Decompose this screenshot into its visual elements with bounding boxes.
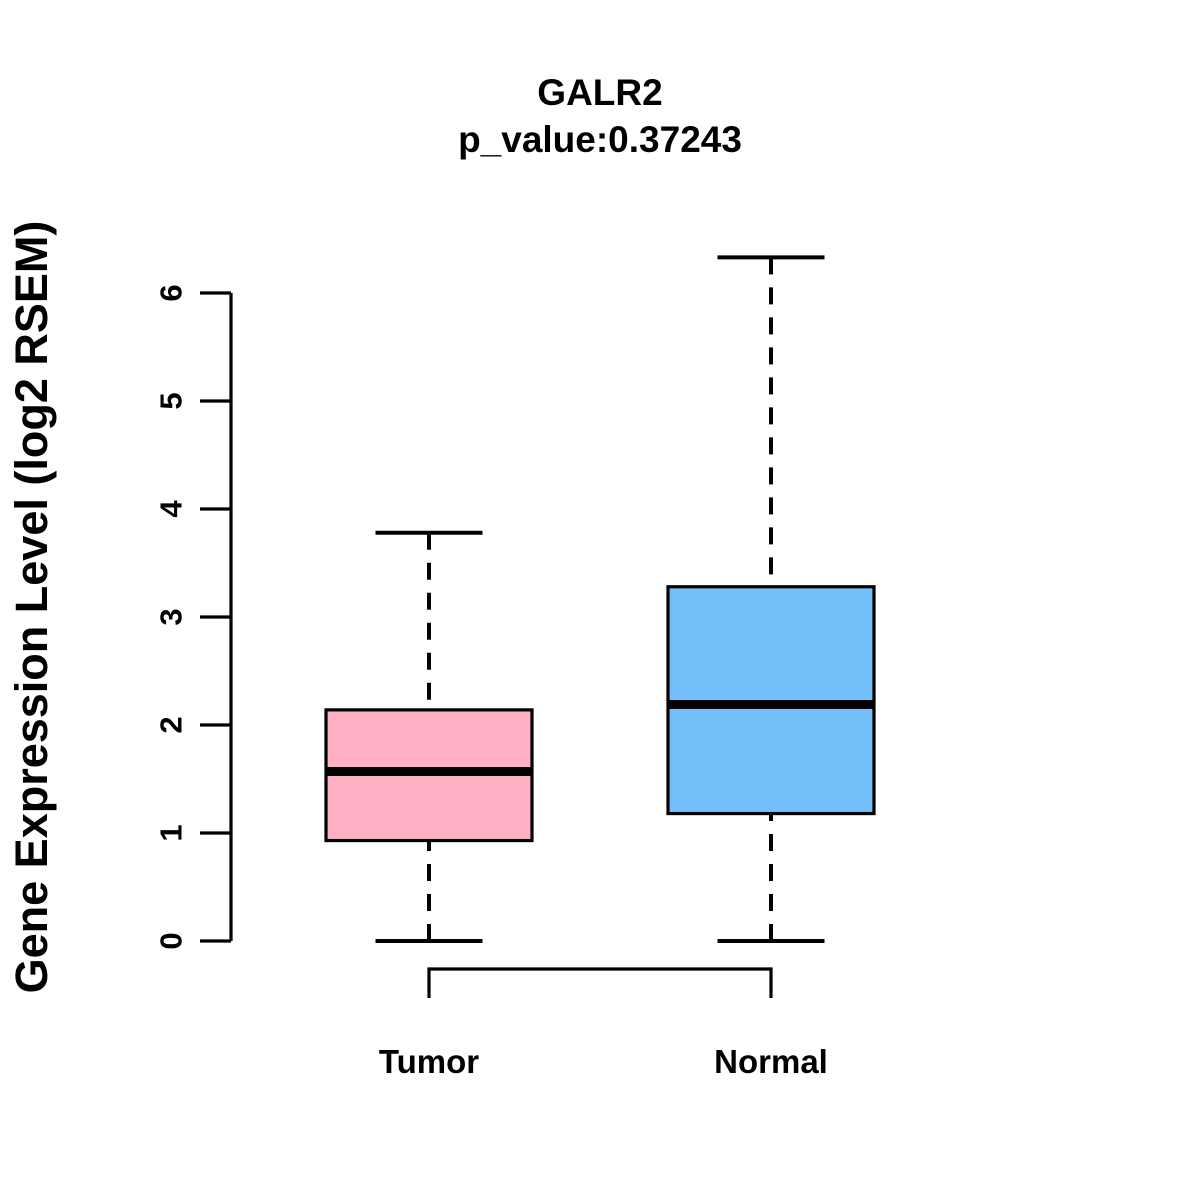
y-axis-tick-label: 4 — [154, 500, 189, 518]
y-axis-tick-label: 2 — [154, 716, 189, 733]
y-axis-tick-label: 3 — [154, 608, 189, 625]
y-axis-tick-label: 0 — [154, 932, 189, 949]
x-category-label-tumor: Tumor — [379, 1043, 479, 1080]
y-axis-title: Gene Expression Level (log2 RSEM) — [6, 221, 57, 994]
chart-subtitle-pvalue: p_value:0.37243 — [458, 119, 742, 160]
y-axis-tick-label: 1 — [154, 824, 189, 841]
chart-title: GALR2 — [537, 72, 662, 113]
x-category-label-normal: Normal — [714, 1043, 828, 1080]
x-axis-bracket — [427, 967, 773, 998]
y-axis-tick-label: 5 — [154, 392, 189, 409]
y-axis-tick-label: 6 — [154, 284, 189, 301]
